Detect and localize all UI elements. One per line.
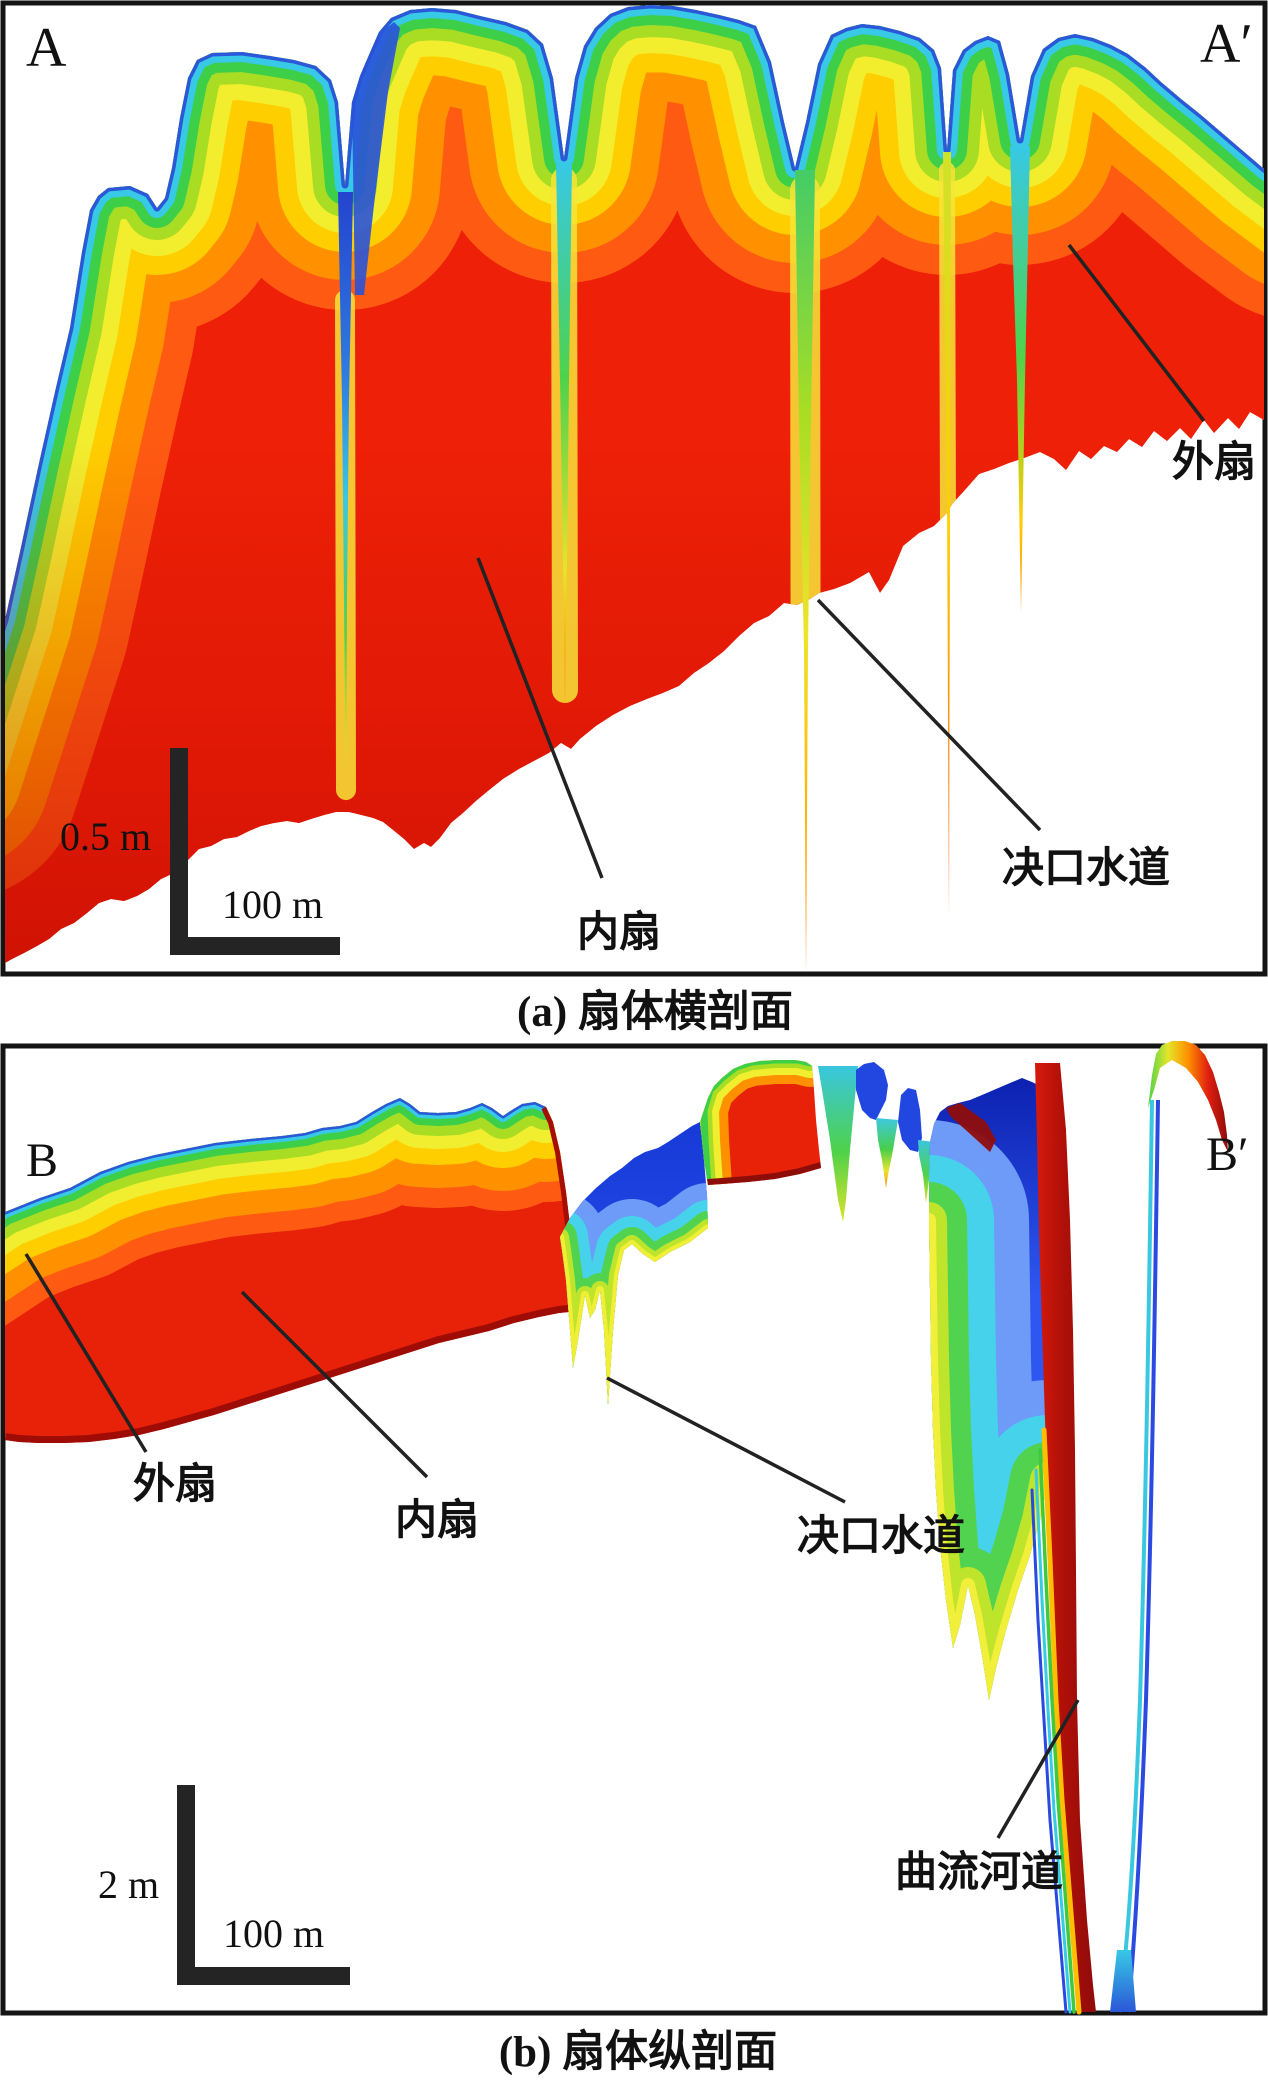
label-b-inner-fan: 内扇	[395, 1497, 479, 1544]
channel-a-1	[338, 192, 353, 808]
channel-a-2	[556, 162, 572, 706]
scale-a-horizontal-label: 100 m	[222, 882, 323, 927]
fan-body-a	[5, 5, 1264, 963]
panel-a: 0.5 m 100 m 外扇 内扇 决口水道 A A′	[0, 0, 1268, 977]
panel-b: 2 m 100 m 外扇 内扇 决口水道 曲流河道 B B′	[0, 1041, 1268, 2016]
scale-bar-a-horizontal	[170, 937, 340, 955]
leader-b-meander	[996, 1699, 1080, 1839]
leader-a-outer-fan	[1067, 243, 1206, 423]
scale-bar-b-vertical	[177, 1785, 195, 1985]
leader-b-outer-fan	[24, 1253, 148, 1453]
scale-bar-b-horizontal	[177, 1967, 350, 1985]
label-b-crevasse: 决口水道	[797, 1513, 965, 1560]
label-b-right: B′	[1206, 1128, 1249, 1181]
caption-a: (a) 扇体横剖面	[517, 988, 793, 1036]
label-b-outer-fan: 外扇	[133, 1461, 217, 1508]
leader-a-inner-fan	[476, 557, 604, 879]
blue-flank-patch	[352, 22, 400, 295]
panel-b-border	[0, 1043, 1268, 2016]
scale-bar-a-vertical	[170, 748, 188, 955]
blue-peak-1-b	[856, 1062, 888, 1120]
channels-a	[338, 146, 1030, 975]
leader-a-crevasse	[816, 598, 1042, 832]
right-channel-b	[1110, 1041, 1228, 2013]
caption-b: (b) 扇体纵剖面	[499, 2028, 777, 2076]
blue-peak-2-b	[898, 1088, 922, 1152]
scale-b-vertical-label: 2 m	[98, 1862, 159, 1907]
label-a-crevasse: 决口水道	[1002, 845, 1170, 892]
leader-b-crevasse	[606, 1376, 846, 1504]
orange-v-channel-b	[876, 1118, 898, 1188]
label-a-left: A	[26, 17, 67, 79]
label-a-right: A′	[1200, 13, 1253, 75]
right-channel-cap	[1148, 1041, 1228, 1152]
channel-a-4	[943, 152, 951, 916]
label-a-outer-fan: 外扇	[1172, 439, 1256, 486]
cyan-v-channel-b	[818, 1066, 858, 1222]
scale-bar-b: 2 m 100 m	[98, 1785, 350, 1985]
leader-b-inner-fan	[240, 1290, 429, 1479]
label-b-meander: 曲流河道	[895, 1849, 1063, 1896]
crevasse-complex-b	[560, 1122, 708, 1405]
meandering-channel-b	[1030, 1063, 1096, 2015]
panel-a-border	[0, 0, 1268, 977]
channel-a-5	[1010, 146, 1030, 612]
label-a-inner-fan: 内扇	[577, 909, 661, 956]
scale-b-horizontal-label: 100 m	[223, 1911, 324, 1956]
red-splay-b	[700, 1060, 821, 1185]
blue-massif-b	[929, 1078, 1052, 1700]
channel-a-3	[795, 170, 815, 975]
scale-bar-a: 0.5 m 100 m	[60, 748, 340, 955]
scale-a-vertical-label: 0.5 m	[60, 814, 151, 859]
maroon-patch-b	[946, 1103, 996, 1152]
label-b-left: B	[26, 1134, 58, 1187]
